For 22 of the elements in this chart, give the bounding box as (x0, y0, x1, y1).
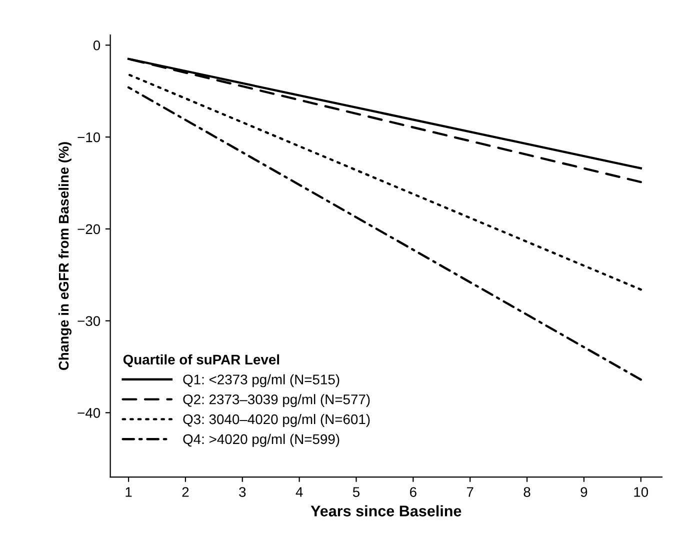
legend-label: Q3: 3040–4020 pg/ml (N=601) (183, 414, 370, 427)
y-tick-label: 0 (93, 40, 100, 50)
legend-label: Q2: 2373–3039 pg/ml (N=577) (183, 394, 370, 408)
x-tick-label: 7 (466, 487, 474, 497)
x-axis-title: Years since Baseline (310, 505, 462, 516)
y-tick-label: −30 (78, 316, 100, 326)
y-tick-label: −20 (78, 224, 100, 234)
y-tick-label: −10 (78, 132, 100, 142)
legend-title: Quartile of suPAR Level (123, 354, 280, 368)
legend-label: Q4: >4020 pg/ml (N=599) (183, 434, 340, 447)
x-tick-label: 10 (634, 487, 648, 497)
x-tick-label: 2 (182, 487, 189, 497)
x-tick-label: 8 (524, 487, 530, 497)
x-tick-label: 6 (410, 487, 416, 497)
x-tick-label: 4 (296, 487, 303, 497)
x-tick-label: 5 (352, 487, 360, 497)
y-axis-title: Change in eGFR from Baseline (%) (58, 142, 72, 370)
x-tick-label: 3 (239, 487, 246, 497)
legend-label: Q1: <2373 pg/ml (N=515) (183, 374, 340, 388)
y-tick-label: −40 (78, 408, 100, 418)
x-tick-label: 9 (580, 487, 588, 497)
x-tick-label: 1 (126, 487, 132, 497)
